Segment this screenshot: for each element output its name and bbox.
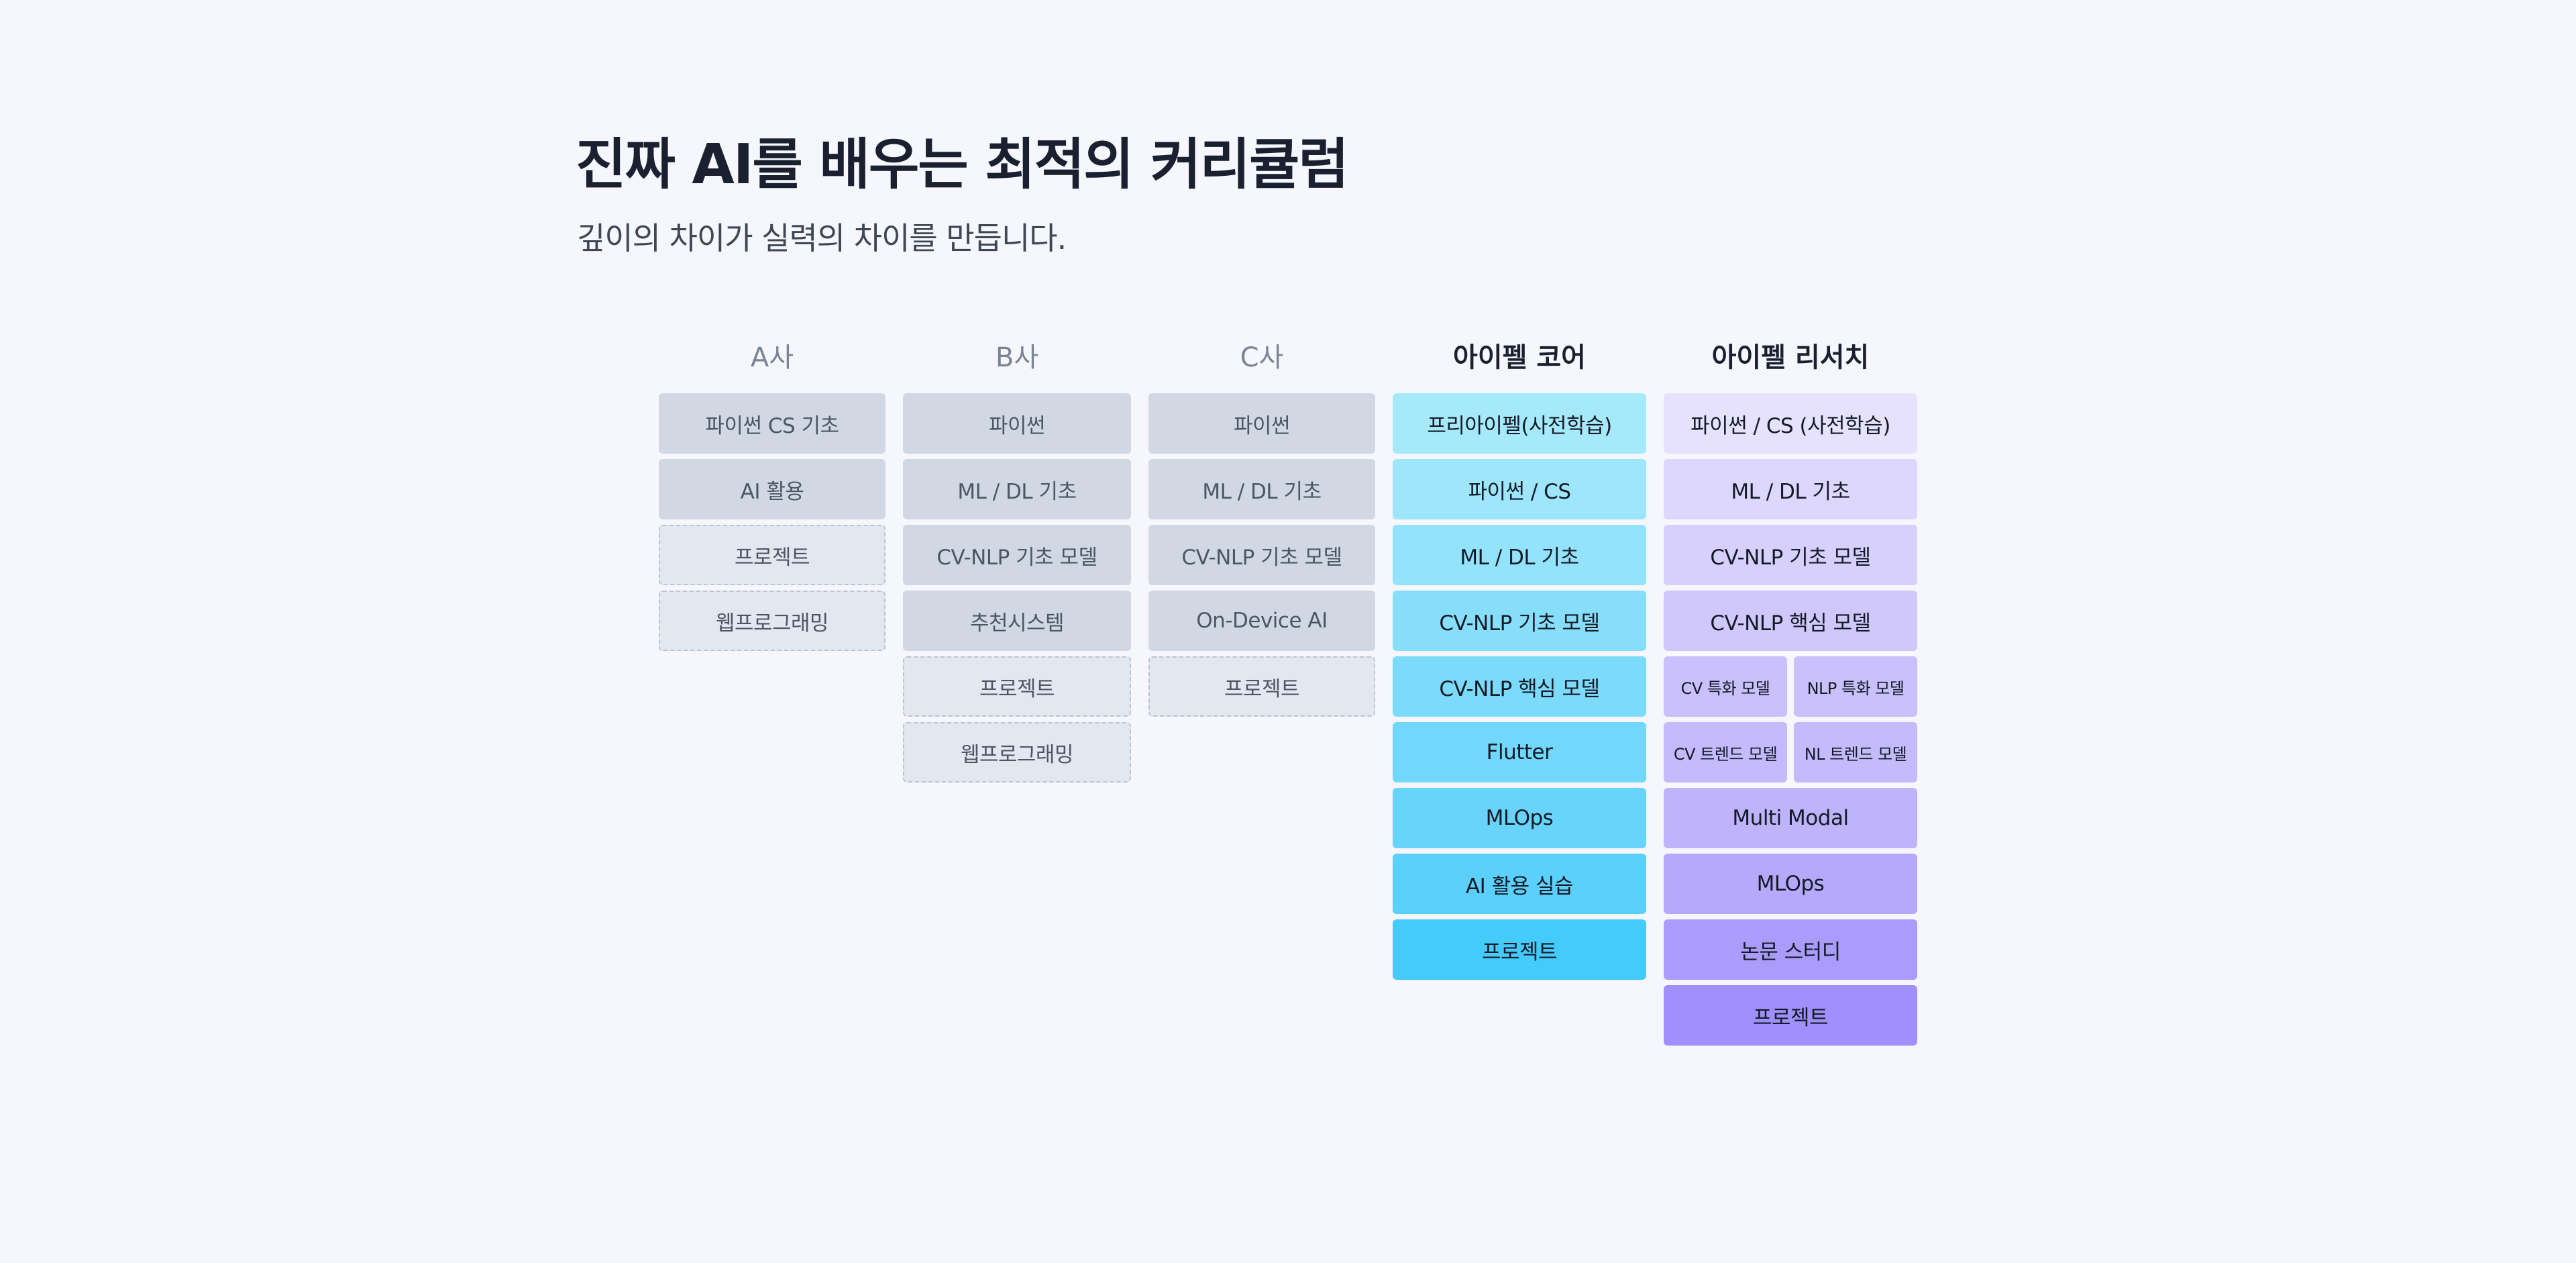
curriculum-column-aiffel-core: 아이펠 코어 프리아이펠(사전학습) 파이썬 / CS ML / DL 기초 CV-N…: [1393, 336, 1646, 985]
curriculum-item: 프로젝트: [1148, 656, 1375, 717]
curriculum-item: 프로젝트: [903, 656, 1131, 717]
curriculum-item: 파이썬 / CS: [1393, 459, 1646, 519]
column-header: 아이펠 리서치: [1711, 342, 1870, 373]
page-subtitle: 깊이의 차이가 실력의 차이를 만듭니다.: [577, 220, 1067, 256]
curriculum-item: 웹프로그래밍: [659, 591, 885, 651]
curriculum-column-a: A사 파이썬 CS 기초 AI 활용 프로젝트 웹프로그래밍: [659, 336, 885, 656]
curriculum-item: CV 특화 모델: [1664, 656, 1787, 717]
curriculum-item: 논문 스터디: [1664, 919, 1917, 980]
curriculum-item: 웹프로그래밍: [903, 722, 1131, 782]
curriculum-item: 파이썬 CS 기초: [659, 393, 885, 454]
curriculum-item: ML / DL 기초: [1393, 525, 1646, 585]
curriculum-item: ML / DL 기초: [903, 459, 1131, 519]
curriculum-item: ML / DL 기초: [1664, 459, 1917, 519]
curriculum-item: 파이썬 / CS (사전학습): [1664, 393, 1917, 454]
column-header: A사: [750, 342, 794, 373]
curriculum-item: AI 활용 실습: [1393, 854, 1646, 914]
curriculum-item: CV-NLP 기초 모델: [1664, 525, 1917, 585]
curriculum-item: 프로젝트: [1393, 919, 1646, 980]
column-header: B사: [995, 342, 1039, 373]
curriculum-item: On-Device AI: [1148, 591, 1375, 651]
curriculum-item: 프리아이펠(사전학습): [1393, 393, 1646, 454]
page-title: 진짜 AI를 배우는 최적의 커리큘럼: [576, 133, 1349, 197]
curriculum-item: 파이썬: [1148, 393, 1375, 454]
curriculum-column-c: C사 파이썬 ML / DL 기초 CV-NLP 기초 모델 On-Device AI…: [1148, 336, 1375, 722]
curriculum-item-split: CV 트렌드 모델 NL 트렌드 모델: [1664, 722, 1917, 782]
curriculum-column-b: B사 파이썬 ML / DL 기초 CV-NLP 기초 모델 추천시스템 프로젝트 웹프로…: [903, 336, 1131, 788]
curriculum-item: 프로젝트: [659, 525, 885, 585]
curriculum-item-split: CV 특화 모델 NLP 특화 모델: [1664, 656, 1917, 717]
column-header: C사: [1240, 342, 1284, 373]
curriculum-item: NL 트렌드 모델: [1794, 722, 1917, 782]
curriculum-item: CV-NLP 핵심 모델: [1393, 656, 1646, 717]
curriculum-item: CV-NLP 핵심 모델: [1664, 591, 1917, 651]
curriculum-item: AI 활용: [659, 459, 885, 519]
curriculum-item: CV-NLP 기초 모델: [1393, 591, 1646, 651]
curriculum-item: CV 트렌드 모델: [1664, 722, 1787, 782]
curriculum-item: MLOps: [1393, 788, 1646, 848]
curriculum-item: CV-NLP 기초 모델: [1148, 525, 1375, 585]
curriculum-item: 추천시스템: [903, 591, 1131, 651]
column-header: 아이펠 코어: [1453, 342, 1586, 373]
curriculum-column-aiffel-research: 아이펠 리서치 파이썬 / CS (사전학습) ML / DL 기초 CV-NLP …: [1664, 336, 1917, 1051]
curriculum-item: ML / DL 기초: [1148, 459, 1375, 519]
curriculum-item: 파이썬: [903, 393, 1131, 454]
curriculum-item: CV-NLP 기초 모델: [903, 525, 1131, 585]
curriculum-item: Multi Modal: [1664, 788, 1917, 848]
curriculum-item: NLP 특화 모델: [1794, 656, 1917, 717]
curriculum-item: 프로젝트: [1664, 985, 1917, 1046]
curriculum-item: Flutter: [1393, 722, 1646, 782]
curriculum-item: MLOps: [1664, 854, 1917, 914]
